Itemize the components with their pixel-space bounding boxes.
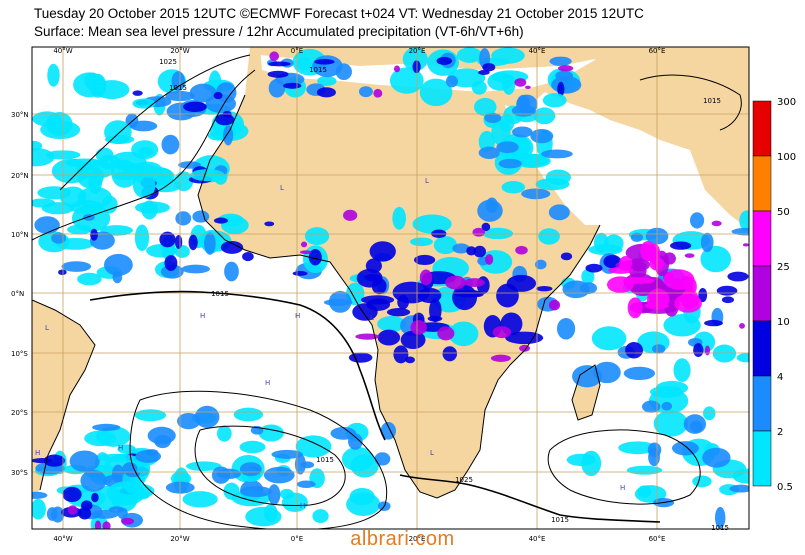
- legend-swatch: [752, 375, 772, 432]
- legend-swatch: [752, 155, 772, 212]
- pressure-centre-marker: H: [295, 312, 300, 320]
- pressure-centre-marker: H: [300, 502, 305, 510]
- lon-label-top: 40°W: [53, 47, 72, 55]
- lon-label-bottom: 20°W: [170, 535, 189, 543]
- legend-swatch: [752, 100, 772, 157]
- legend-label: 2: [777, 427, 783, 438]
- pressure-centre-marker: H: [118, 444, 123, 452]
- isobar-label: 1015: [211, 290, 229, 298]
- legend-label: 0.5: [777, 482, 793, 493]
- pressure-centre-marker: L: [280, 184, 284, 192]
- pressure-centre-marker: H: [620, 484, 625, 492]
- lat-label-left: 20°N: [11, 172, 29, 180]
- isobar-label: 1015: [711, 524, 729, 532]
- isobar-label: 1025: [159, 58, 177, 66]
- lon-label-bottom: 0°E: [291, 535, 303, 543]
- legend-swatch: [752, 265, 772, 322]
- legend-swatch: [752, 210, 772, 267]
- precipitation-legend: 300 100 50 25 10 4 2 0.5: [752, 97, 796, 493]
- isobar-label-group: 1025 1015 1015 1015 1015 1025 1015 1015 1015: [159, 58, 729, 532]
- lat-label-left: 20°S: [11, 409, 28, 417]
- pressure-centre-marker: H: [200, 312, 205, 320]
- isobar-label: 1015: [316, 456, 334, 464]
- lon-label-top: 60°E: [649, 47, 666, 55]
- pressure-centre-marker: L: [45, 324, 49, 332]
- pressure-centre-marker: L: [430, 449, 434, 457]
- map-title-line-2: Surface: Mean sea level pressure / 12hr …: [34, 24, 524, 39]
- lat-lon-grid: [32, 47, 749, 529]
- isobar-label: 1015: [551, 516, 569, 524]
- longitude-labels: 40°W 40°W 20°W 20°W 0°E 0°E 20°E 20°E 40°E 40°E 60…: [53, 47, 665, 543]
- lon-label-bottom: 60°E: [649, 535, 666, 543]
- legend-label: 25: [777, 262, 790, 273]
- legend-label: 300: [777, 97, 796, 108]
- pressure-centre-marker: H: [35, 449, 40, 457]
- lat-label-left: 30°N: [11, 111, 29, 119]
- map-frame: [31, 46, 750, 530]
- map-title-line-1: Tuesday 20 October 2015 12UTC ©ECMWF For…: [34, 6, 644, 21]
- lon-label-bottom: 20°E: [409, 535, 426, 543]
- lon-label-bottom: 40°W: [53, 535, 72, 543]
- isobars: [32, 54, 742, 529]
- legend-label: 100: [777, 152, 796, 163]
- pressure-centre-marker: H: [265, 379, 270, 387]
- precipitation-field: [32, 47, 749, 529]
- lat-label-left: 10°N: [11, 231, 29, 239]
- lon-label-top: 40°E: [529, 47, 546, 55]
- lon-label-top: 0°E: [291, 47, 303, 55]
- lat-label-left: 0°N: [11, 290, 24, 298]
- legend-swatch: [752, 320, 772, 377]
- coastlines: [32, 94, 601, 499]
- lon-label-top: 20°W: [170, 47, 189, 55]
- isobar-label: 1015: [309, 66, 327, 74]
- lon-label-bottom: 40°E: [529, 535, 546, 543]
- pressure-centre-marker: L: [425, 177, 429, 185]
- isobar-label: 1025: [455, 476, 473, 484]
- lat-label-left: 10°S: [11, 350, 28, 358]
- isobar-label: 1015: [703, 97, 721, 105]
- legend-swatch: [752, 430, 772, 487]
- latitude-labels: 30°N 20°N 10°N 0°N 10°S 20°S 30°S: [11, 111, 29, 477]
- pressure-centre-marker: L: [370, 314, 374, 322]
- pressure-centre-markers: L L L L H H H H H H L H: [35, 177, 625, 510]
- watermark: albrari.com: [350, 528, 455, 550]
- lon-label-top: 20°E: [409, 47, 426, 55]
- legend-label: 50: [777, 207, 790, 218]
- isobar-label: 1015: [169, 84, 187, 92]
- lat-label-left: 30°S: [11, 469, 28, 477]
- legend-label: 4: [777, 372, 783, 383]
- legend-label: 10: [777, 317, 790, 328]
